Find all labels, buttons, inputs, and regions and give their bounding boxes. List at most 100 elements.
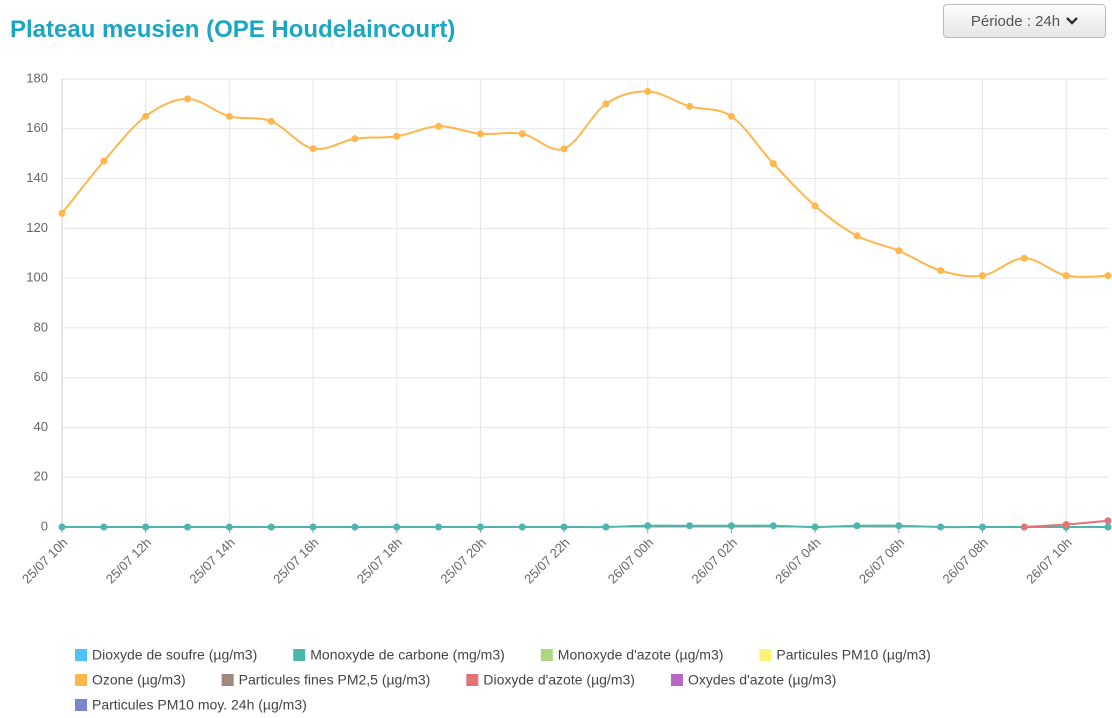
- y-tick-label: 100: [26, 270, 48, 285]
- y-tick-label: 140: [26, 170, 48, 185]
- legend-label: Monoxyde d'azote (µg/m3): [558, 647, 724, 663]
- legend-swatch: [670, 674, 683, 686]
- data-point: [686, 102, 694, 110]
- x-tick-label: 26/07 06h: [856, 535, 908, 587]
- data-point: [351, 523, 359, 531]
- y-tick-label: 80: [34, 319, 48, 334]
- legend-swatch: [759, 649, 772, 661]
- data-point: [435, 523, 443, 531]
- legend-label: Ozone (µg/m3): [92, 672, 186, 688]
- legend-swatch: [75, 674, 87, 686]
- legend-label: Monoxyde de carbone (mg/m3): [310, 647, 505, 663]
- data-point: [184, 95, 192, 103]
- data-point: [309, 523, 317, 531]
- legend-item: Monoxyde d'azote (µg/m3): [540, 647, 724, 663]
- legend-item: Particules fines PM2,5 (µg/m3): [221, 672, 431, 688]
- x-tick-label: 26/07 02h: [688, 535, 740, 587]
- data-point: [895, 522, 903, 530]
- data-point: [225, 112, 233, 120]
- data-point: [1104, 272, 1112, 280]
- data-point: [769, 522, 777, 530]
- data-point: [560, 523, 568, 531]
- data-point: [142, 523, 150, 531]
- data-point: [602, 523, 610, 531]
- y-tick-label: 0: [41, 518, 48, 533]
- legend-item: Ozone (µg/m3): [75, 672, 186, 688]
- y-tick-label: 20: [34, 469, 48, 484]
- series-line: [62, 524, 1108, 529]
- data-point: [937, 267, 945, 275]
- x-tick-label: 25/07 16h: [270, 535, 322, 587]
- data-point: [978, 272, 986, 280]
- period-label: Période : 24h: [970, 12, 1061, 30]
- period-button[interactable]: Période : 24h: [943, 4, 1106, 38]
- data-point: [978, 523, 986, 531]
- data-point: [100, 157, 108, 165]
- data-point: [644, 522, 652, 530]
- data-point: [1062, 521, 1070, 529]
- data-point: [686, 522, 694, 530]
- data-point: [644, 87, 652, 95]
- data-point: [267, 117, 275, 125]
- x-tick-label: 25/07 14h: [186, 535, 238, 587]
- data-point: [1104, 517, 1112, 525]
- legend-swatch: [221, 674, 234, 686]
- data-point: [142, 112, 150, 120]
- data-point: [1104, 523, 1112, 531]
- x-tick-label: 26/07 04h: [772, 535, 824, 587]
- series-line: [61, 90, 1109, 278]
- x-tick-label: 26/07 08h: [940, 535, 992, 587]
- legend-label: Particules PM10 moy. 24h (µg/m3): [92, 697, 307, 713]
- data-point: [1020, 523, 1028, 531]
- data-point: [602, 100, 610, 108]
- legend-swatch: [75, 699, 87, 711]
- legend-item: Monoxyde de carbone (mg/m3): [293, 647, 505, 663]
- y-tick-label: 120: [26, 220, 48, 235]
- x-tick-label: 25/07 18h: [354, 535, 406, 587]
- x-tick-label: 25/07 20h: [437, 535, 489, 587]
- data-point: [853, 232, 861, 240]
- legend-label: Particules PM10 (µg/m3): [776, 647, 930, 663]
- data-point: [937, 523, 945, 531]
- legend-swatch: [540, 649, 553, 661]
- legend-swatch: [466, 674, 479, 686]
- data-point: [1020, 254, 1028, 262]
- x-tick-label: 25/07 22h: [521, 535, 573, 587]
- legend-item: Dioxyde d'azote (µg/m3): [466, 672, 635, 688]
- data-point: [811, 523, 819, 531]
- data-point: [393, 132, 401, 140]
- legend-item: Dioxyde de soufre (µg/m3): [75, 647, 257, 663]
- data-point: [769, 160, 777, 168]
- chevron-icon: [1066, 17, 1078, 25]
- data-point: [435, 122, 443, 130]
- legend-item: Oxydes d'azote (µg/m3): [670, 672, 836, 688]
- data-point: [58, 523, 66, 531]
- data-point: [476, 523, 484, 531]
- data-point: [853, 522, 861, 530]
- legend-label: Particules fines PM2,5 (µg/m3): [239, 672, 431, 688]
- x-tick-label: 25/07 10h: [19, 535, 71, 587]
- y-tick-label: 40: [34, 419, 48, 434]
- chart-title: Plateau meusien (OPE Houdelaincourt): [10, 16, 456, 43]
- data-point: [1062, 523, 1070, 531]
- x-tick-label: 26/07 10h: [1023, 535, 1075, 587]
- data-point: [100, 523, 108, 531]
- legend-swatch: [293, 649, 306, 661]
- legend-label: Dioxyde de soufre (µg/m3): [92, 647, 257, 663]
- data-point: [727, 522, 735, 530]
- data-point: [811, 202, 819, 210]
- x-tick-label: 26/07 00h: [605, 535, 657, 587]
- legend-item: Particules PM10 (µg/m3): [759, 647, 931, 663]
- legend-label: Dioxyde d'azote (µg/m3): [483, 672, 635, 688]
- legend-label: Oxydes d'azote (µg/m3): [688, 672, 836, 688]
- data-point: [351, 135, 359, 143]
- y-tick-label: 60: [34, 369, 48, 384]
- data-point: [518, 523, 526, 531]
- legend-swatch: [75, 649, 87, 661]
- data-point: [393, 523, 401, 531]
- data-point: [895, 247, 903, 255]
- x-tick-label: 25/07 12h: [103, 535, 155, 587]
- series-line: [1024, 519, 1109, 528]
